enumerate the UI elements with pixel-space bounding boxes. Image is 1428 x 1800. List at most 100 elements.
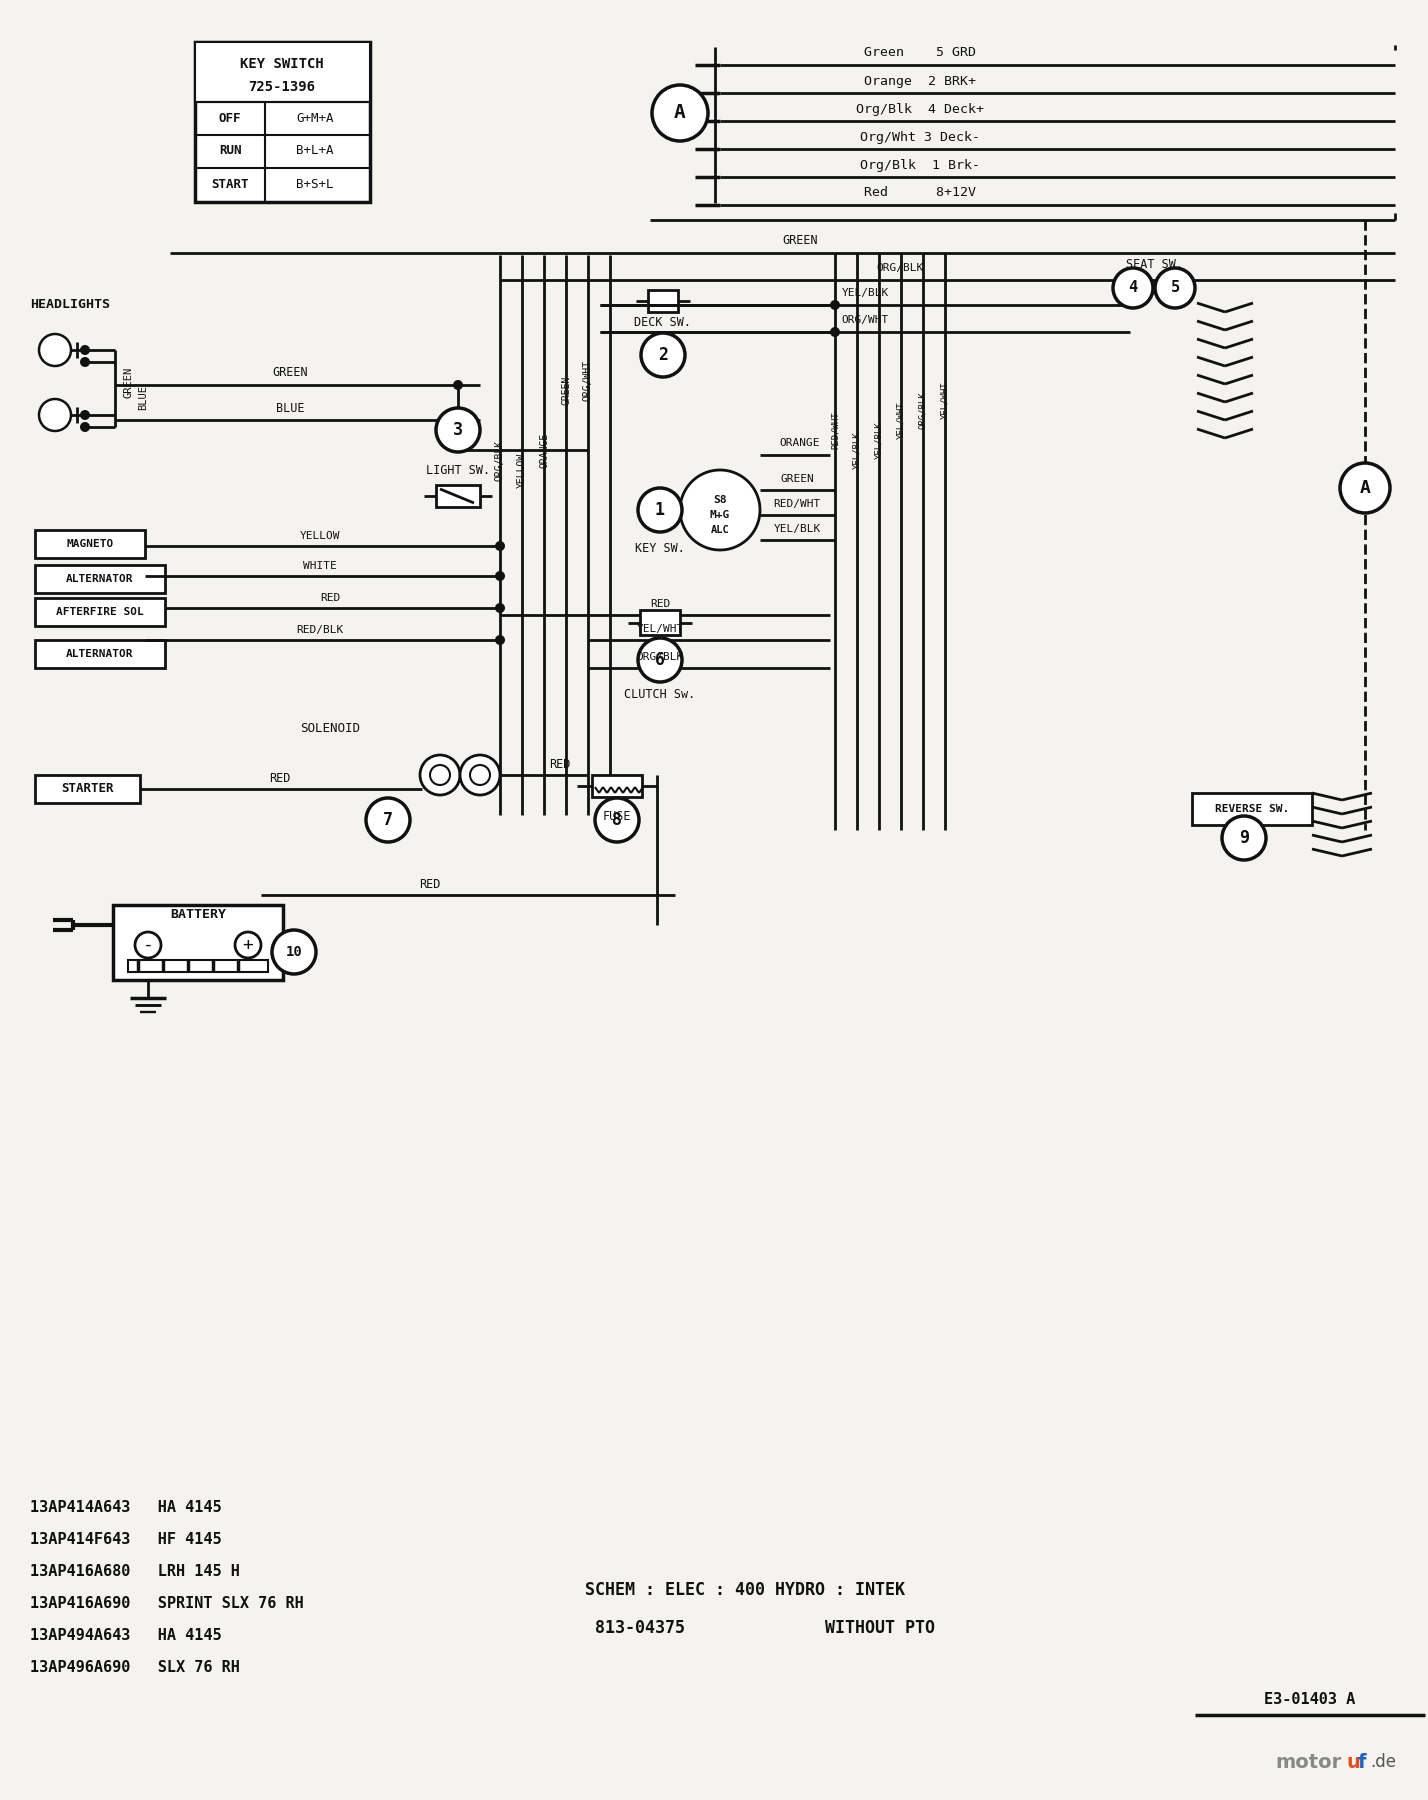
Text: ALTERNATOR: ALTERNATOR [66, 574, 134, 583]
Text: 2: 2 [658, 346, 668, 364]
Circle shape [496, 542, 506, 551]
Text: 13AP414A643   HA 4145: 13AP414A643 HA 4145 [30, 1501, 221, 1516]
Circle shape [80, 410, 90, 419]
Text: YELLOW: YELLOW [517, 452, 527, 488]
Text: ORG/BLK: ORG/BLK [877, 263, 924, 274]
Text: WHITE: WHITE [303, 562, 337, 571]
Text: SOLENOID: SOLENOID [300, 722, 360, 734]
Text: RED/BLK: RED/BLK [297, 625, 344, 635]
Text: Org/Wht 3 Deck-: Org/Wht 3 Deck- [860, 131, 980, 144]
Circle shape [430, 765, 450, 785]
Text: 13AP496A690   SLX 76 RH: 13AP496A690 SLX 76 RH [30, 1660, 240, 1676]
Bar [196, 41, 370, 202]
Text: 6: 6 [655, 652, 665, 670]
Text: .de: .de [1369, 1753, 1397, 1771]
Bar [593, 776, 643, 797]
Text: 10: 10 [286, 945, 303, 959]
Circle shape [1155, 268, 1195, 308]
Bar [640, 610, 680, 635]
Text: ORG/BLK: ORG/BLK [918, 391, 928, 428]
Text: YEL/BLK: YEL/BLK [853, 432, 861, 468]
Circle shape [236, 932, 261, 958]
Bar [36, 598, 166, 626]
Circle shape [80, 346, 90, 355]
Bar [196, 41, 370, 103]
Text: E3-01403 A: E3-01403 A [1264, 1692, 1355, 1708]
Circle shape [39, 400, 71, 430]
Text: -: - [143, 936, 153, 954]
Circle shape [595, 797, 638, 842]
Text: CLUTCH Sw.: CLUTCH Sw. [624, 688, 695, 702]
Text: 13AP494A643   HA 4145: 13AP494A643 HA 4145 [30, 1629, 221, 1643]
Bar [436, 484, 480, 508]
Text: A: A [1359, 479, 1371, 497]
Text: YELLOW: YELLOW [300, 531, 340, 542]
Circle shape [830, 301, 840, 310]
Text: GREEN: GREEN [780, 473, 814, 484]
Text: 9: 9 [1240, 830, 1250, 848]
Circle shape [830, 328, 840, 337]
Bar [36, 565, 166, 592]
Text: STARTER: STARTER [61, 783, 113, 796]
Bar [648, 290, 678, 311]
Circle shape [653, 85, 708, 140]
Text: HEADLIGHTS: HEADLIGHTS [30, 299, 110, 311]
Text: 725-1396: 725-1396 [248, 79, 316, 94]
Circle shape [271, 931, 316, 974]
Text: BLUE: BLUE [276, 401, 304, 414]
Text: u: u [1347, 1753, 1359, 1771]
Text: RED: RED [420, 878, 441, 891]
Text: 13AP416A680   LRH 145 H: 13AP416A680 LRH 145 H [30, 1564, 240, 1580]
Text: YEL/BLK: YEL/BLK [874, 421, 884, 459]
Text: +: + [243, 936, 253, 954]
Text: 1: 1 [655, 500, 665, 518]
Circle shape [366, 797, 410, 842]
Text: 7: 7 [383, 812, 393, 830]
Text: MAGNETO: MAGNETO [66, 538, 114, 549]
Text: WITHOUT PTO: WITHOUT PTO [825, 1618, 935, 1636]
Bar [36, 641, 166, 668]
Text: f: f [1358, 1753, 1367, 1771]
Circle shape [470, 765, 490, 785]
Text: 13AP414F643   HF 4145: 13AP414F643 HF 4145 [30, 1532, 221, 1548]
Text: SCHEM : ELEC : 400 HYDRO : INTEK: SCHEM : ELEC : 400 HYDRO : INTEK [585, 1580, 905, 1598]
Text: RED: RED [650, 599, 670, 608]
Text: BLUE: BLUE [139, 385, 149, 410]
Text: START: START [211, 178, 248, 191]
Text: Red      8+12V: Red 8+12V [864, 187, 975, 200]
Text: motor: motor [1275, 1753, 1341, 1771]
Text: ORG/BLK: ORG/BLK [637, 652, 684, 662]
Circle shape [638, 488, 683, 533]
Text: FUSE: FUSE [603, 810, 631, 824]
Text: REVERSE SW.: REVERSE SW. [1215, 805, 1289, 814]
Text: SEAT SW.: SEAT SW. [1125, 259, 1182, 272]
Text: 8: 8 [613, 812, 623, 830]
Text: Green    5 GRD: Green 5 GRD [864, 47, 975, 59]
Circle shape [496, 635, 506, 644]
Circle shape [420, 754, 460, 796]
Circle shape [496, 603, 506, 614]
Text: GREEN: GREEN [561, 376, 571, 405]
Text: ALC: ALC [711, 526, 730, 535]
Text: 5: 5 [1171, 281, 1180, 295]
Text: B+L+A: B+L+A [296, 144, 334, 158]
Text: Org/Blk  1 Brk-: Org/Blk 1 Brk- [860, 158, 980, 171]
Bar [129, 959, 268, 972]
Text: YEL/BLK: YEL/BLK [841, 288, 888, 299]
Circle shape [136, 932, 161, 958]
Bar [36, 776, 140, 803]
Circle shape [80, 421, 90, 432]
Text: YEL/WHT: YEL/WHT [941, 382, 950, 419]
Text: Org/Blk  4 Deck+: Org/Blk 4 Deck+ [855, 103, 984, 115]
Text: OFF: OFF [218, 112, 241, 124]
Text: ORG/WHT: ORG/WHT [583, 360, 593, 401]
Text: B+S+L: B+S+L [296, 178, 334, 191]
Circle shape [496, 571, 506, 581]
Text: M+G: M+G [710, 509, 730, 520]
Text: ORANGE: ORANGE [538, 432, 548, 468]
Text: GREEN: GREEN [123, 367, 133, 398]
Text: BATTERY: BATTERY [170, 909, 226, 922]
Text: KEY SW.: KEY SW. [635, 542, 685, 554]
Text: RED/WHT: RED/WHT [774, 499, 821, 509]
Text: ALTERNATOR: ALTERNATOR [66, 650, 134, 659]
